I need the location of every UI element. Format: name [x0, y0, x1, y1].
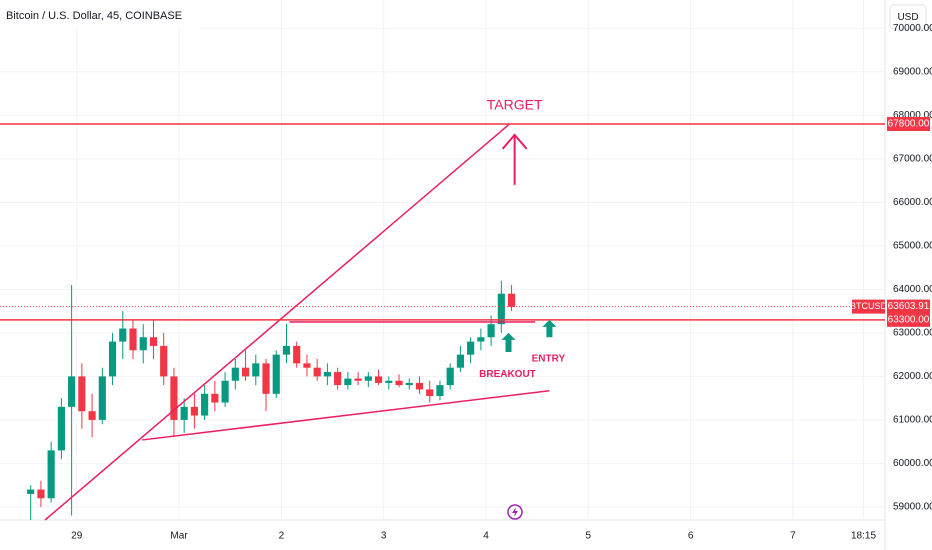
candle-body: [160, 345, 168, 377]
x-tick-label: 3: [381, 531, 387, 542]
candle-body: [190, 406, 198, 416]
candle-body: [47, 450, 55, 499]
candle-body: [282, 345, 291, 355]
candle-body: [37, 489, 45, 499]
last-price-label: 63603.91: [888, 301, 930, 312]
candle-body: [139, 337, 147, 351]
candle-body: [293, 345, 301, 364]
y-tick-label: 59000.00: [893, 502, 932, 513]
title-backdrop: [0, 0, 200, 30]
plot: [0, 123, 885, 521]
candle-body: [507, 293, 516, 307]
candle-body: [374, 376, 383, 383]
currency-label[interactable]: USD: [897, 12, 918, 23]
y-tick-label: 66000.00: [893, 197, 932, 208]
last-price-box: [887, 299, 930, 314]
candle-body: [88, 411, 96, 420]
candle-body: [487, 324, 495, 338]
candle-body: [201, 393, 209, 416]
candle-body: [221, 380, 229, 403]
y-tick-label: 68000.00: [893, 110, 932, 121]
x-tick-label: Mar: [170, 531, 188, 542]
candle-body: [405, 382, 413, 386]
candle-body: [436, 385, 444, 396]
candle-body: [344, 378, 352, 386]
y-tick-label: 65000.00: [893, 240, 932, 251]
y-tick-label: 69000.00: [893, 66, 932, 77]
candle-body: [446, 367, 454, 386]
candle-body: [477, 337, 485, 342]
candle-body: [313, 367, 321, 377]
annotation: BREAKOUT: [479, 369, 536, 380]
candle-body: [129, 328, 137, 351]
candle-body: [272, 354, 280, 394]
annotation: TARGET: [487, 96, 543, 112]
x-tick-label: 18:15: [851, 531, 876, 542]
candle-body: [252, 363, 260, 377]
level-label: 63300.00: [888, 314, 930, 325]
candle-body: [98, 376, 106, 420]
chart-title: Bitcoin / U.S. Dollar, 45, COINBASE: [6, 10, 182, 22]
candle-body: [170, 376, 178, 420]
candle-body: [323, 372, 331, 377]
last-price-name: BTCUSD: [850, 301, 888, 311]
trend-line: [44, 123, 511, 521]
currency-button[interactable]: [889, 4, 927, 30]
entry-arrow: [542, 319, 557, 338]
candle-body: [241, 367, 250, 377]
candle-body: [364, 376, 372, 381]
last-price-name-box: [852, 299, 885, 314]
x-tick-label: 7: [790, 531, 796, 542]
candle-body: [119, 328, 127, 342]
level-label-box: [887, 117, 930, 132]
candle-body: [78, 376, 86, 412]
x-tick-label: 29: [71, 531, 83, 542]
y-tick-label: 70000.00: [893, 23, 932, 34]
candle-body: [57, 406, 65, 451]
candle-body: [456, 354, 464, 368]
y-tick-label: 61000.00: [893, 415, 932, 426]
y-tick-label: 63000.00: [893, 328, 932, 339]
candle-body: [211, 393, 219, 403]
candle-body: [27, 489, 35, 494]
y-tick-label: 64000.00: [893, 284, 932, 295]
candle-body: [231, 367, 239, 381]
candle-body: [108, 341, 117, 377]
candle-body: [497, 293, 505, 325]
candle-body: [426, 389, 434, 396]
target-arrow: [501, 133, 528, 185]
candle-body: [303, 363, 311, 368]
candle-body: [385, 380, 393, 383]
candle-body: [334, 372, 342, 386]
x-tick-label: 2: [279, 531, 285, 542]
candle-body: [415, 382, 424, 390]
x-tick-label: 6: [688, 531, 694, 542]
candle-body: [395, 380, 403, 386]
annotation: ENTRY: [532, 354, 566, 365]
candle-body: [68, 376, 76, 407]
candle-body: [467, 341, 475, 355]
grid: [0, 0, 885, 520]
x-tick-label: 4: [483, 531, 489, 542]
candle-body: [149, 337, 158, 346]
candle-body: [262, 363, 270, 394]
level-label: 67800.00: [888, 119, 930, 130]
y-tick-label: 60000.00: [893, 458, 932, 469]
level-label-box: [887, 312, 930, 327]
y-tick-label: 62000.00: [893, 371, 932, 382]
lightning-icon[interactable]: [507, 504, 523, 520]
candle-body: [354, 378, 362, 381]
candle-body: [180, 406, 188, 420]
entry-arrow: [501, 332, 516, 353]
x-tick-label: 5: [586, 531, 592, 542]
trend-line: [142, 390, 550, 441]
y-tick-label: 67000.00: [893, 153, 932, 164]
